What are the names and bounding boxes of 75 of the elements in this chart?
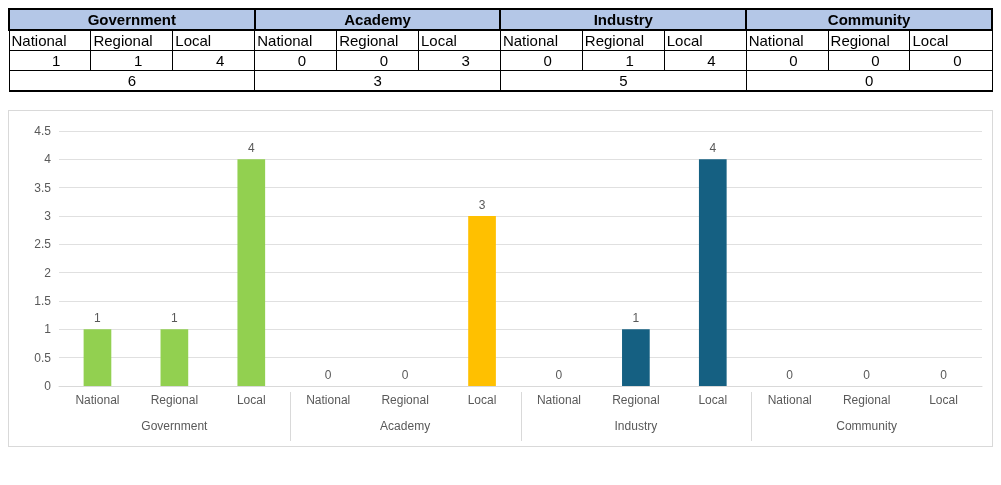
x-tick-label: Regional <box>612 393 660 407</box>
text: Academy <box>254 9 501 30</box>
data-label: 0 <box>324 368 332 382</box>
category-label: Local <box>418 30 501 51</box>
text: 6 <box>9 70 255 91</box>
x-tick-label: Local <box>236 393 266 407</box>
text: Industry <box>500 9 747 30</box>
data-label: 0 <box>909 50 992 71</box>
category-label: Regional <box>336 30 419 51</box>
category-label: National <box>500 30 583 51</box>
y-tick-label: 2.5 <box>34 237 52 252</box>
data-label: 0 <box>500 50 583 71</box>
bar <box>622 329 650 386</box>
data-label: 4 <box>172 50 255 71</box>
data-label: 0 <box>940 368 948 382</box>
y-tick-label: 4 <box>44 152 52 167</box>
category-label: National <box>9 30 91 51</box>
bar <box>468 216 496 386</box>
y-tick-label: 0.5 <box>34 350 52 365</box>
text: 0 <box>746 70 992 91</box>
x-tick-label: Local <box>467 393 497 407</box>
data-label: 0 <box>828 50 910 71</box>
x-tick-label: Local <box>698 393 728 407</box>
y-tick-label: 3 <box>44 209 52 223</box>
text: 5 <box>500 70 747 91</box>
data-label: 4 <box>247 141 255 156</box>
data-label: 0 <box>254 50 337 71</box>
x-tick-label: Local <box>929 393 958 407</box>
x-tick-label: National <box>767 393 812 407</box>
y-tick-label: 0 <box>44 379 52 393</box>
category-label: National <box>254 30 337 51</box>
category-label: Regional <box>582 30 665 51</box>
bar <box>237 159 266 386</box>
y-tick-label: 4.5 <box>34 124 52 138</box>
text: Academy <box>380 419 431 433</box>
data-label: 3 <box>418 50 501 71</box>
bar <box>160 329 189 386</box>
y-tick-label: 1 <box>44 322 52 337</box>
y-tick-label: 2 <box>44 265 52 280</box>
data-label: 1 <box>171 311 179 326</box>
x-tick-label: National <box>75 393 120 407</box>
x-tick-label: Regional <box>381 393 429 407</box>
category-label: Local <box>909 30 992 51</box>
text: Industry <box>614 419 658 433</box>
data-label: 4 <box>664 50 747 71</box>
bar <box>83 329 112 386</box>
data-label: 1 <box>94 311 102 326</box>
x-tick-label: Regional <box>150 393 199 407</box>
y-tick-label: 3.5 <box>34 180 52 195</box>
text: Community <box>746 9 992 30</box>
y-tick-label: 1.5 <box>34 294 52 308</box>
x-tick-label: Regional <box>842 393 891 407</box>
bar <box>698 159 727 386</box>
category-label: National <box>746 30 829 51</box>
text: Government <box>141 419 209 433</box>
data-label: 3 <box>478 198 486 212</box>
data-label: 0 <box>786 368 794 382</box>
x-tick-label: National <box>306 393 351 407</box>
data-label: 1 <box>582 50 665 71</box>
x-tick-label: National <box>536 393 581 407</box>
text: 3 <box>254 70 501 91</box>
data-label: 0 <box>336 50 419 71</box>
category-label: Local <box>172 30 255 51</box>
data-label: 4 <box>709 141 717 156</box>
text: Community <box>836 419 897 433</box>
data-label: 0 <box>863 368 871 382</box>
data-label: 0 <box>746 50 829 71</box>
data-label: 0 <box>401 368 409 382</box>
data-label: 1 <box>90 50 173 71</box>
category-label: Regional <box>828 30 910 51</box>
data-label: 1 <box>632 311 640 326</box>
data-label: 0 <box>555 368 563 382</box>
text: Government <box>9 9 255 30</box>
category-label: Local <box>664 30 747 51</box>
category-label: Regional <box>90 30 173 51</box>
